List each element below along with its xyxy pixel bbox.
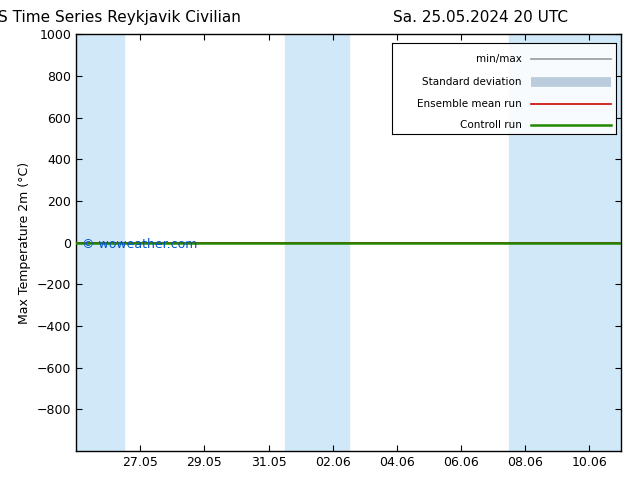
Bar bbox=[509, 34, 621, 451]
Text: Sa. 25.05.2024 20 UTC: Sa. 25.05.2024 20 UTC bbox=[393, 10, 568, 24]
Y-axis label: Max Temperature 2m (°C): Max Temperature 2m (°C) bbox=[18, 162, 31, 323]
Bar bbox=[76, 34, 124, 451]
Text: © woweather.com: © woweather.com bbox=[82, 238, 197, 251]
Bar bbox=[285, 34, 349, 451]
Text: ENS Time Series Reykjavik Civilian: ENS Time Series Reykjavik Civilian bbox=[0, 10, 241, 24]
